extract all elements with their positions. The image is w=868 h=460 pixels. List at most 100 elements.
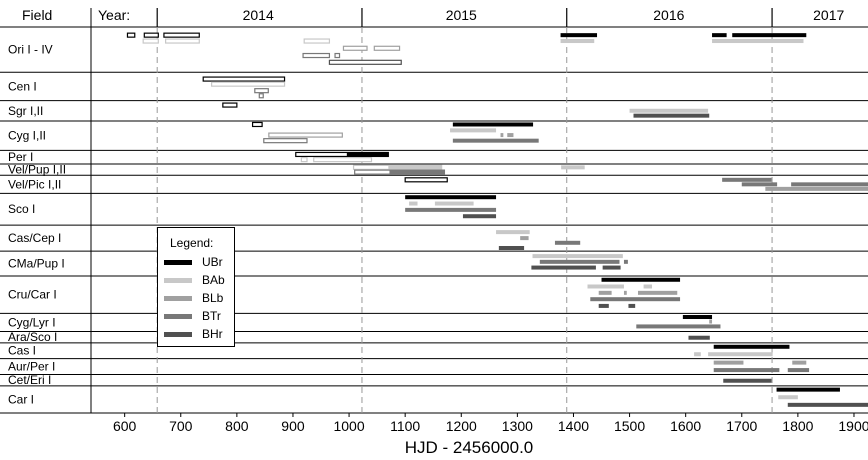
observation-bar-solid-part [346, 152, 389, 157]
row-label: Cru/Car I [8, 288, 57, 302]
observation-bar [560, 33, 598, 38]
x-tick-label: 1200 [446, 418, 477, 434]
legend-label: UBr [202, 255, 223, 269]
x-tick-label: 1400 [558, 418, 589, 434]
legend: Legend: UBr BAb BLb BTr BHr [157, 227, 235, 347]
observation-bar [434, 201, 474, 206]
observation-bar [643, 284, 653, 289]
observation-bar [531, 265, 596, 270]
observation-bar [792, 360, 807, 365]
observation-bar [787, 368, 810, 373]
observation-bar [302, 52, 331, 59]
legend-swatch [164, 278, 192, 283]
row-separators [0, 8, 868, 414]
observation-bar [791, 182, 868, 187]
legend-label: BHr [202, 327, 223, 341]
observation-bar [126, 32, 136, 38]
observation-bar [222, 102, 238, 108]
observation-bar [263, 138, 308, 144]
observation-bar [708, 352, 773, 357]
legend-swatch [164, 332, 192, 337]
observation-bar [405, 207, 497, 212]
observation-bar [142, 38, 159, 44]
observation-bar [688, 335, 710, 340]
legend-label: BTr [202, 309, 221, 323]
observation-bar [251, 121, 263, 128]
row-label: Cet/Eri I [8, 373, 51, 387]
observation-bar [712, 39, 804, 44]
observation-bar [628, 303, 636, 308]
observation-bar [778, 395, 798, 400]
row-label: Cas I [8, 344, 36, 358]
observation-bar [602, 265, 621, 270]
observation-bar [532, 254, 623, 259]
observation-bar [303, 38, 331, 44]
observation-bar [636, 324, 721, 329]
observation-bar-solid-part [389, 170, 445, 175]
observation-bar [561, 165, 585, 170]
observation-bar [211, 81, 286, 87]
observation-bar [507, 133, 514, 138]
observation-bar [712, 33, 727, 38]
observation-bar [452, 138, 539, 143]
row-label: Aur/Per I [8, 360, 55, 374]
observation-bar [450, 128, 497, 133]
row-label: Cen I [8, 79, 37, 93]
observation-bar [539, 259, 620, 264]
legend-label: BAb [202, 273, 225, 287]
observation-bar [258, 93, 264, 99]
observation-bar [342, 45, 368, 51]
observation-bar [598, 290, 612, 295]
observation-bar-solid-part [388, 165, 442, 170]
observation-bar [560, 39, 595, 44]
observation-bar [623, 259, 628, 264]
row-label: Per I [8, 150, 33, 164]
observation-bar [776, 387, 840, 392]
observation-bar [300, 157, 308, 163]
observation-bar [373, 45, 401, 51]
observation-bar [587, 284, 624, 289]
observation-bar [598, 303, 609, 308]
year-label: 2015 [446, 7, 477, 23]
x-axis-label: HJD - 2456000.0 [405, 438, 534, 457]
row-label: Cas/Cep I [8, 231, 61, 245]
year-label: 2016 [653, 7, 684, 23]
row-label: Ori I - IV [8, 43, 53, 57]
legend-swatch [164, 296, 192, 301]
observation-bar [713, 344, 790, 349]
year-label: 2014 [243, 7, 274, 23]
observation-bar [765, 186, 868, 191]
observation-bar [637, 290, 678, 295]
x-axis: 600 700 800 900 1000 1100 1200 1300 1400 1500 1600… [113, 413, 868, 434]
observation-bar [496, 230, 530, 235]
row-label: Cyg I,II [8, 129, 46, 143]
observation-bars [126, 32, 868, 407]
year-boundaries: 2014 2015 2016 2017 [156, 7, 845, 413]
legend-swatch [164, 260, 192, 265]
x-tick-label: 600 [113, 418, 137, 434]
year-label: 2017 [813, 7, 844, 23]
observation-bar [713, 360, 744, 365]
x-tick-label: 900 [281, 418, 305, 434]
observation-bar [202, 76, 286, 82]
observation-bar [462, 214, 497, 219]
observation-bar [409, 201, 418, 206]
x-tick-label: 700 [169, 418, 193, 434]
observation-bar [165, 38, 200, 44]
row-label: Vel/Pic I,II [8, 177, 61, 191]
observation-bar [713, 368, 780, 373]
observation-bar [554, 240, 581, 245]
x-tick-label: 1500 [614, 418, 645, 434]
x-tick-label: 1300 [502, 418, 533, 434]
legend-label: BLb [202, 291, 224, 305]
observation-bar [629, 108, 709, 113]
x-tick-label: 1900 [838, 418, 868, 434]
observation-bar [313, 157, 373, 163]
observation-bar [787, 402, 868, 407]
observation-bar [404, 177, 448, 183]
x-tick-label: 800 [225, 418, 249, 434]
observation-bar [498, 246, 525, 251]
x-tick-label: 1800 [782, 418, 813, 434]
x-tick-label: 1700 [726, 418, 757, 434]
observation-bar [682, 315, 713, 320]
